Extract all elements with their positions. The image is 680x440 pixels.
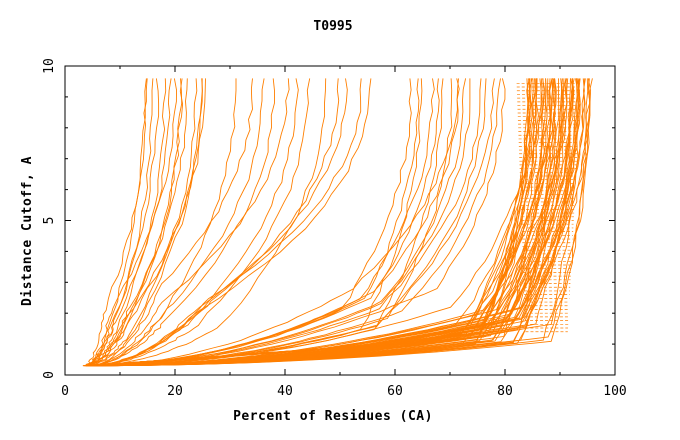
x-tick-label: 40 — [277, 384, 293, 399]
series-line-22 — [86, 78, 340, 367]
series-line-66 — [88, 78, 557, 367]
series-line-21 — [85, 78, 327, 367]
series-layer — [82, 78, 593, 367]
series-line-15 — [88, 78, 253, 367]
x-tick-label: 20 — [167, 384, 183, 399]
series-line-96 — [87, 78, 589, 367]
y-tick-label: 0 — [42, 371, 57, 379]
series-line-34 — [85, 78, 459, 367]
series-line-16 — [86, 78, 265, 367]
series-line-4 — [85, 78, 167, 367]
series-line-93 — [88, 78, 581, 367]
x-tick-label: 0 — [61, 384, 69, 399]
series-line-100 — [86, 78, 593, 367]
ticks-layer: 0 20 40 60 80 100 0 5 10 — [42, 58, 627, 399]
series-line-41 — [88, 78, 506, 367]
y-tick-label: 10 — [42, 58, 57, 74]
series-line-58 — [85, 78, 547, 367]
series-line-9 — [85, 78, 188, 367]
series-line-14 — [86, 78, 237, 367]
series-line-1 — [84, 78, 148, 367]
series-line-73 — [87, 78, 563, 367]
series-line-19 — [88, 78, 299, 367]
series-line-13 — [83, 78, 206, 367]
series-line-12 — [83, 78, 203, 367]
series-line-30 — [87, 78, 440, 367]
series-line-18 — [86, 78, 290, 367]
series-line-25 — [88, 78, 372, 367]
x-axis-label: Percent of Residues (CA) — [233, 409, 433, 424]
series-line-10 — [83, 78, 198, 367]
series-line-8 — [83, 78, 184, 367]
series-line-2 — [83, 78, 154, 367]
x-tick-label: 60 — [387, 384, 403, 399]
y-tick-label: 5 — [42, 217, 57, 225]
x-tick-label: 100 — [603, 384, 626, 399]
series-line-88 — [87, 78, 579, 367]
series-line-7 — [83, 78, 183, 367]
x-tick-label: 80 — [497, 384, 513, 399]
fan-line — [86, 336, 485, 367]
series-line-24 — [85, 78, 362, 367]
series-line-17 — [87, 78, 275, 367]
series-line-36 — [88, 78, 471, 367]
series-line-5 — [82, 78, 172, 367]
chart-title: T0995 — [313, 19, 352, 34]
series-line-101 — [87, 78, 592, 367]
series-line-27 — [88, 78, 420, 367]
series-line-11 — [84, 78, 203, 367]
series-line-20 — [87, 78, 311, 367]
series-line-33 — [85, 78, 460, 367]
series-line-6 — [83, 78, 177, 367]
series-line-39 — [85, 78, 495, 367]
y-axis-label: Distance Cutoff, A — [20, 156, 35, 306]
series-line-99 — [85, 78, 591, 367]
